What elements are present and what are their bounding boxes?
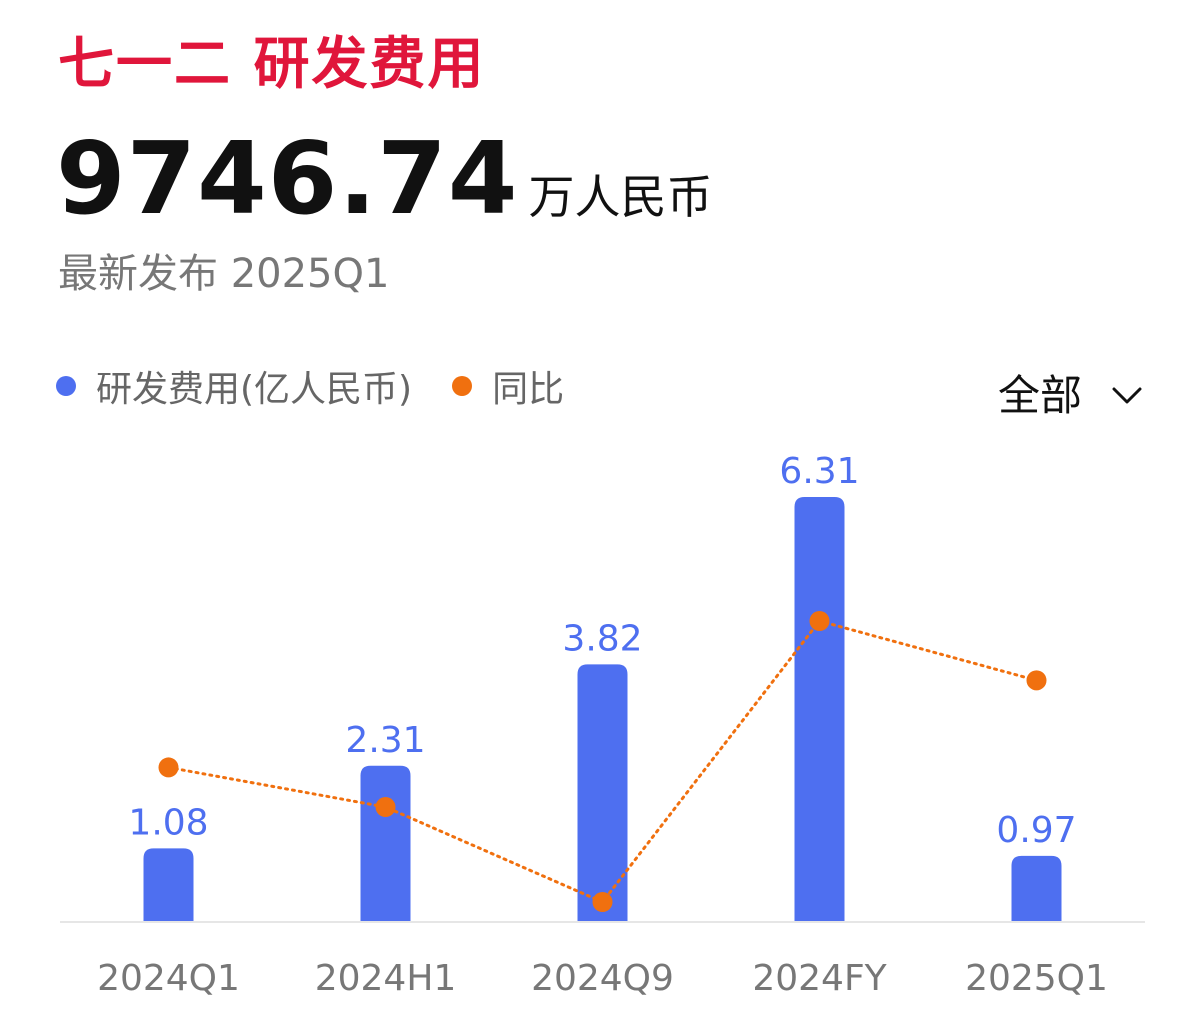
bar-2025Q1: [1011, 855, 1062, 921]
bar-value-label-2024FY: 6.31: [779, 451, 859, 492]
latest-value-row: 9746.74 万人民币: [56, 124, 712, 234]
period-filter-dropdown[interactable]: 全部: [998, 362, 1142, 423]
page-title: 七一二 研发费用: [58, 32, 486, 97]
yoy-point-2025Q1: [1026, 670, 1047, 691]
bar-value-label-2024Q9: 3.82: [562, 618, 642, 659]
chevron-down-icon: [1112, 387, 1142, 403]
legend-label-line: 同比: [492, 369, 565, 410]
legend-item-bar[interactable]: 研发费用(亿人民币): [56, 360, 412, 412]
legend-item-line[interactable]: 同比: [452, 360, 564, 412]
legend-dot-bar: [56, 376, 76, 396]
latest-value-unit: 万人民币: [528, 170, 713, 224]
legend-dot-line: [452, 376, 473, 396]
bar-2024FY: [794, 497, 845, 921]
bar-2024Q1: [143, 848, 194, 921]
x-tick-label-2025Q1: 2025Q1: [965, 958, 1108, 999]
yoy-point-2024FY: [809, 611, 830, 631]
bar-2024H1: [360, 765, 411, 921]
bar-value-label-2024H1: 2.31: [345, 720, 425, 761]
yoy-point-2024H1: [375, 797, 396, 818]
period-filter-label: 全部: [997, 371, 1082, 420]
latest-value: 9746.74: [56, 120, 519, 237]
x-tick-label-2024Q1: 2024Q1: [97, 958, 240, 999]
bar-value-label-2024Q1: 1.08: [128, 802, 208, 843]
legend-label-bar: 研发费用(亿人民币): [96, 369, 413, 410]
x-tick-label-2024H1: 2024H1: [315, 958, 457, 999]
release-label: 最新发布 2025Q1: [58, 251, 390, 297]
yoy-point-2024Q1: [158, 757, 179, 778]
yoy-point-2024Q9: [592, 892, 613, 912]
bar-2024Q9: [577, 664, 628, 921]
bar-value-label-2025Q1: 0.97: [996, 810, 1076, 851]
x-tick-label-2024FY: 2024FY: [752, 958, 887, 999]
chart-legend: 研发费用(亿人民币) 同比: [56, 360, 604, 412]
x-tick-label-2024Q9: 2024Q9: [531, 958, 674, 999]
